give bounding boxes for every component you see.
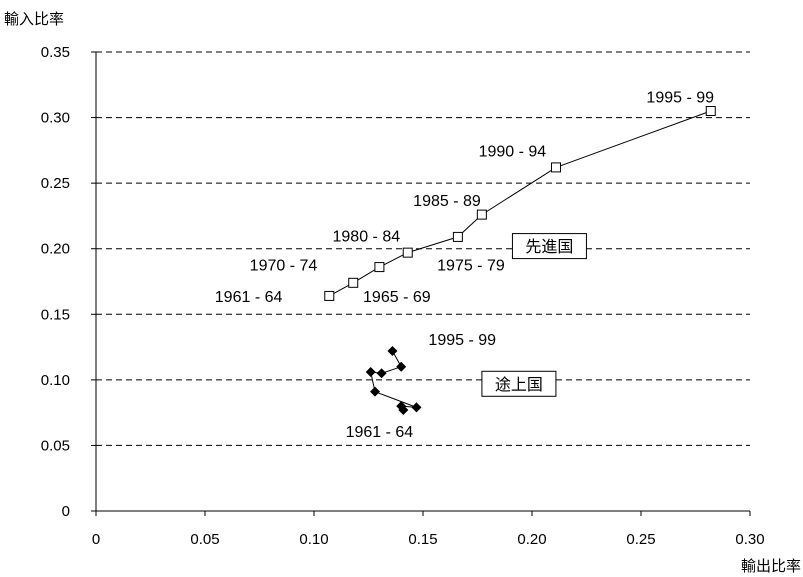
period-annotation: 1995 - 99 bbox=[646, 90, 714, 107]
y-tick-label: 0 bbox=[62, 503, 70, 520]
data-point-square bbox=[324, 290, 335, 301]
data-point-square bbox=[348, 277, 359, 288]
period-annotation: 1965 - 69 bbox=[363, 289, 431, 306]
y-tick-label: 0.05 bbox=[41, 437, 70, 454]
data-point-square bbox=[452, 231, 463, 242]
data-point-diamond bbox=[387, 346, 398, 357]
data-point-square bbox=[402, 247, 413, 258]
y-axis-title: 輸入比率 bbox=[4, 10, 64, 28]
period-annotation: 1975 - 79 bbox=[437, 257, 505, 274]
group-label: 先進国 bbox=[525, 237, 573, 256]
data-point-diamond bbox=[376, 368, 387, 379]
y-tick-label: 0.10 bbox=[41, 372, 70, 389]
data-point-diamond bbox=[396, 401, 407, 412]
data-point-square bbox=[374, 262, 385, 273]
period-annotation: 1970 - 74 bbox=[250, 257, 318, 274]
y-tick-label: 0.35 bbox=[41, 44, 70, 61]
period-annotation: 1995 - 99 bbox=[428, 332, 496, 349]
data-point-square bbox=[705, 106, 716, 117]
y-tick-label: 0.20 bbox=[41, 241, 70, 258]
y-tick-label: 0.30 bbox=[41, 110, 70, 127]
data-point-diamond bbox=[370, 386, 381, 397]
period-annotation: 1985 - 89 bbox=[413, 193, 481, 210]
x-tick-label: 0.10 bbox=[299, 531, 328, 548]
x-tick-label: 0 bbox=[92, 531, 100, 548]
x-tick-label: 0.25 bbox=[626, 531, 655, 548]
data-point-diamond bbox=[365, 366, 376, 377]
group-label-box bbox=[511, 233, 587, 260]
y-tick-label: 0.25 bbox=[41, 175, 70, 192]
group-label: 途上国 bbox=[495, 375, 543, 394]
data-point-square bbox=[550, 162, 561, 173]
x-tick-label: 0.30 bbox=[735, 531, 764, 548]
series-line bbox=[329, 110, 711, 297]
y-tick-label: 0.15 bbox=[41, 306, 70, 323]
x-tick-label: 0.15 bbox=[408, 531, 437, 548]
group-label-box bbox=[481, 370, 557, 397]
period-annotation: 1961 - 64 bbox=[215, 289, 283, 306]
data-point-diamond bbox=[396, 361, 407, 372]
series-line bbox=[370, 350, 417, 411]
period-annotation: 1961 - 64 bbox=[346, 424, 414, 441]
period-annotation: 1980 - 84 bbox=[333, 229, 401, 246]
data-point-diamond bbox=[411, 402, 422, 413]
x-tick-label: 0.05 bbox=[190, 531, 219, 548]
x-tick-label: 0.20 bbox=[517, 531, 546, 548]
data-point-square bbox=[476, 209, 487, 220]
period-annotation: 1990 - 94 bbox=[479, 143, 547, 160]
x-axis-title: 輸出比率 bbox=[741, 557, 801, 575]
